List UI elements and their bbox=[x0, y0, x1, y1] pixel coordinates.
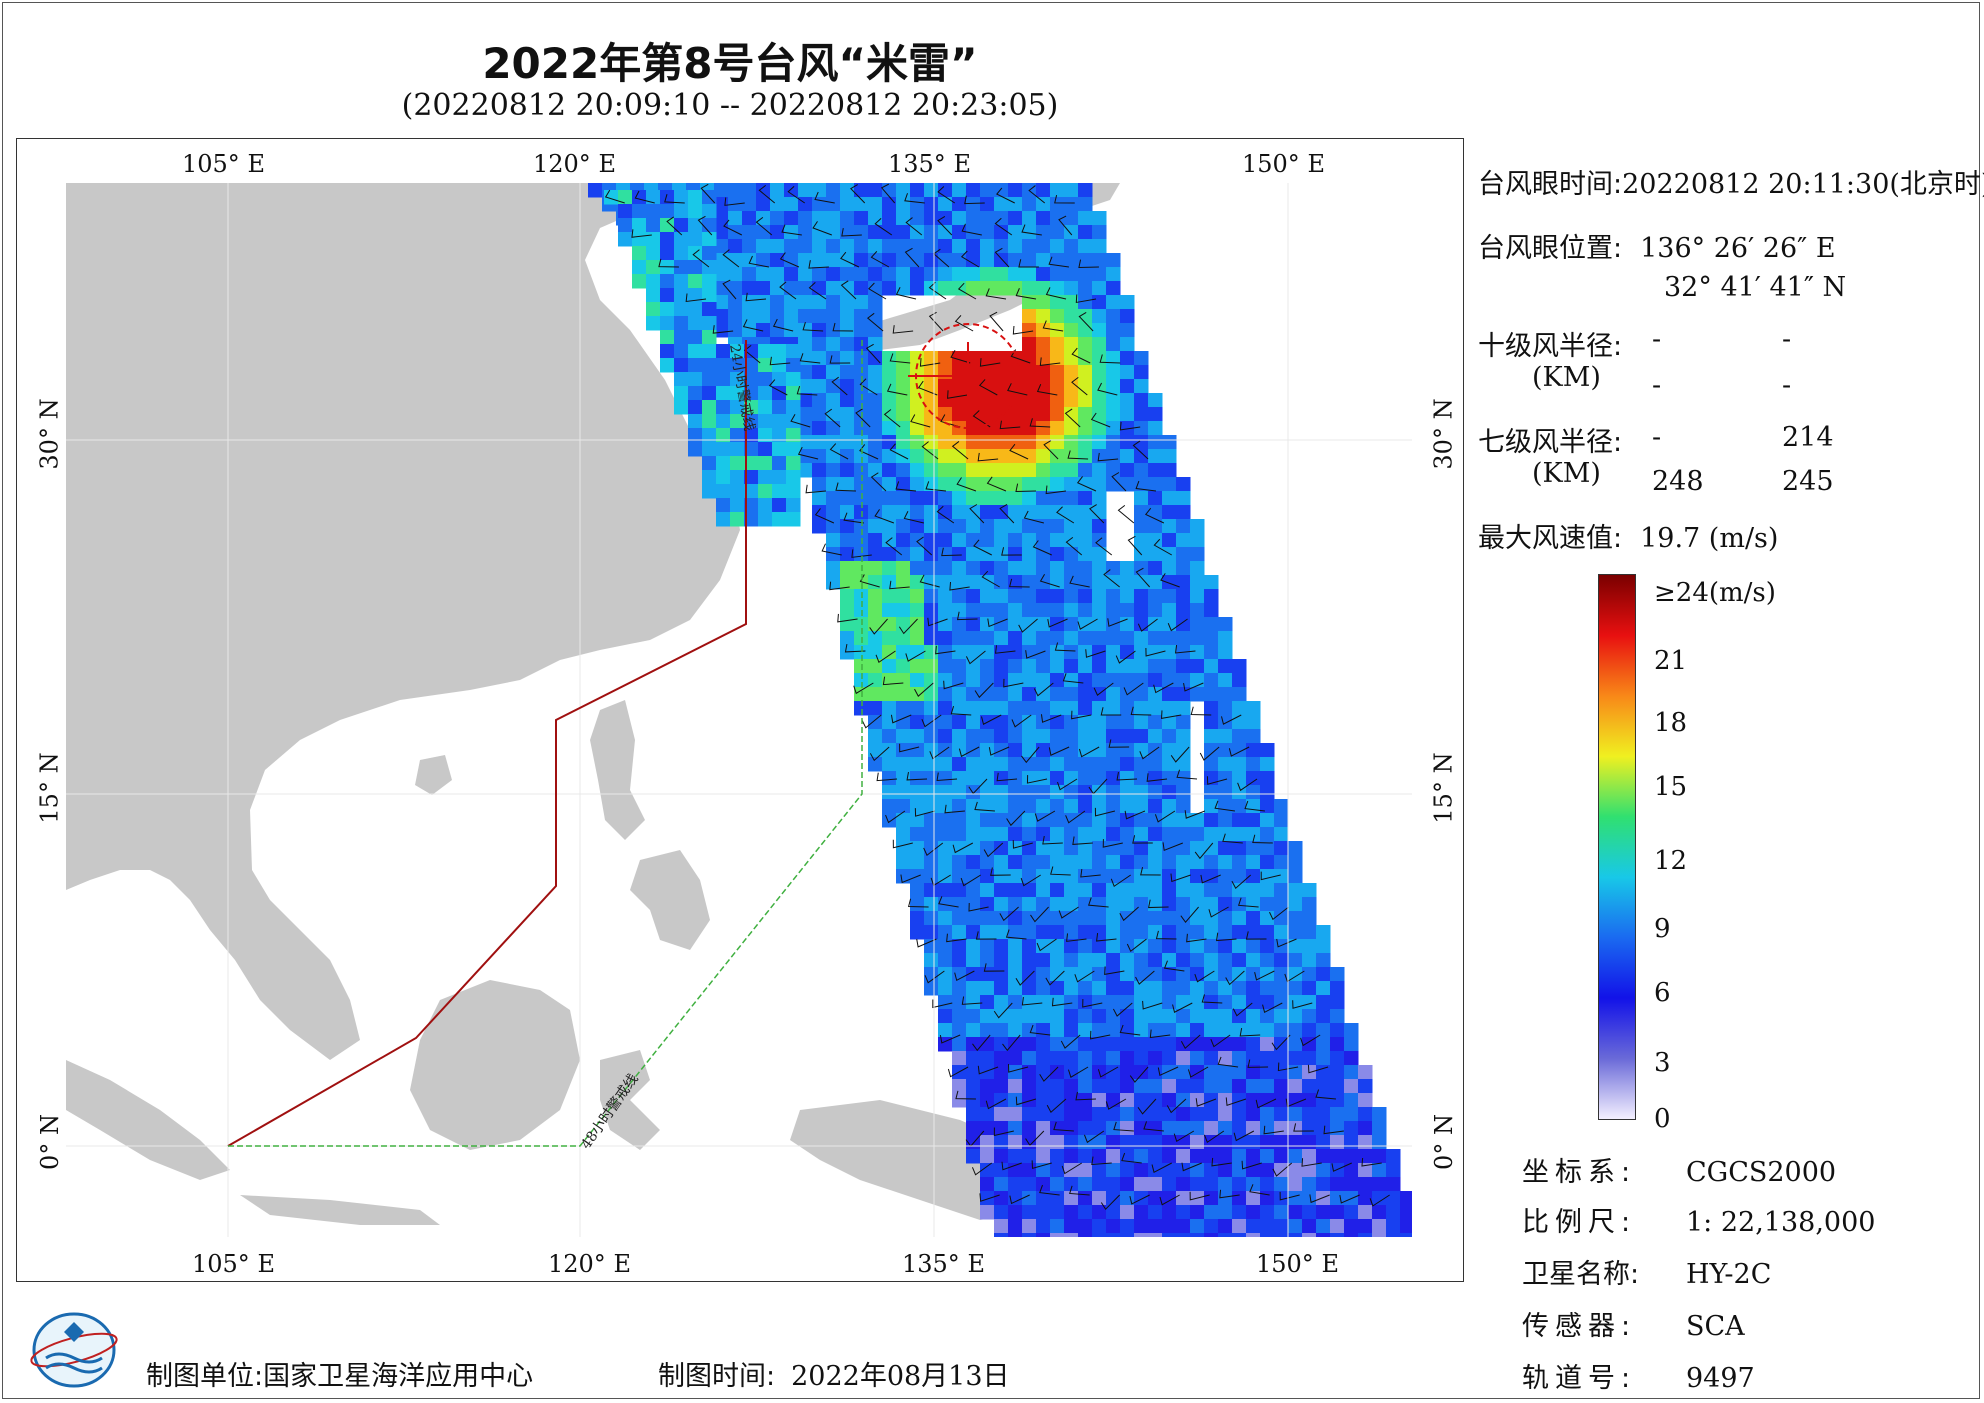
colorbar-label-21: 21 bbox=[1654, 646, 1688, 676]
wind-speed-colorbar bbox=[1598, 574, 1636, 1120]
graticule bbox=[66, 183, 1412, 1237]
luzon-landmass bbox=[590, 700, 645, 840]
meta-coord-system-value: CGCS2000 bbox=[1686, 1157, 1837, 1188]
lon-tick-bottom-105: 105° E bbox=[192, 1250, 275, 1278]
warning-line-48h bbox=[228, 340, 863, 1147]
footer-org: 制图单位:国家卫星海洋应用中心 bbox=[146, 1354, 533, 1393]
colorbar-label-0: 0 bbox=[1654, 1104, 1671, 1134]
max-wind-value: 19.7 (m/s) bbox=[1640, 523, 1779, 554]
meta-orbit-key: 轨道号: bbox=[1522, 1363, 1637, 1394]
borneo-landmass bbox=[410, 980, 580, 1150]
colorbar-label-15: 15 bbox=[1654, 772, 1688, 802]
meta-sensor-key: 传感器: bbox=[1522, 1311, 1637, 1342]
meta-orbit: 轨道号: 9497 bbox=[1522, 1356, 1755, 1395]
r7-value-nw: 245 bbox=[1782, 466, 1834, 497]
r7-km-label: (KM) bbox=[1532, 458, 1601, 489]
r10-value-sw: - bbox=[1652, 370, 1662, 401]
typhoon-eye-marker bbox=[908, 323, 1021, 429]
meta-scale: 比例尺: 1: 22,138,000 bbox=[1522, 1200, 1875, 1239]
eye-longitude: 136° 26′ 26″ E bbox=[1640, 233, 1836, 264]
lon-tick-bottom-120: 120° E bbox=[548, 1250, 631, 1278]
meta-satellite: 卫星名称: HY-2C bbox=[1522, 1252, 1771, 1291]
eye-position-label: 台风眼位置: bbox=[1478, 233, 1623, 264]
footer-org-value: 国家卫星海洋应用中心 bbox=[263, 1361, 534, 1392]
eye-position-row: 台风眼位置: 136° 26′ 26″ E bbox=[1478, 226, 1836, 265]
eye-time-row: 台风眼时间:20220812 20:11:30(北京时) bbox=[1478, 162, 1984, 201]
map-frame bbox=[16, 138, 1464, 1282]
meta-satellite-key: 卫星名称: bbox=[1522, 1259, 1640, 1290]
wind-barbs bbox=[604, 183, 1390, 1211]
max-wind-label: 最大风速值: bbox=[1478, 523, 1623, 554]
warning-line-24h bbox=[227, 340, 747, 1147]
r10-label: 十级风半径: bbox=[1478, 331, 1623, 362]
sumatra-landmass bbox=[66, 1060, 230, 1180]
footer-date-value: 2022年08月13日 bbox=[791, 1361, 1010, 1392]
nsoas-logo-icon bbox=[30, 1312, 118, 1388]
meta-scale-key: 比例尺: bbox=[1522, 1207, 1637, 1238]
lon-tick-bottom-135: 135° E bbox=[902, 1250, 985, 1278]
footer-date: 制图时间: 2022年08月13日 bbox=[658, 1354, 1010, 1393]
meta-orbit-value: 9497 bbox=[1686, 1363, 1755, 1394]
r10-value-se: - bbox=[1782, 324, 1792, 355]
meta-sensor: 传感器: SCA bbox=[1522, 1304, 1745, 1343]
footer-org-label: 制图单位: bbox=[146, 1361, 264, 1392]
lon-tick-top-135: 135° E bbox=[888, 150, 971, 178]
r10-km-label: (KM) bbox=[1532, 362, 1601, 393]
eye-time-value: 20220812 20:11:30(北京时) bbox=[1622, 169, 1984, 200]
r10-value-nw: - bbox=[1782, 370, 1792, 401]
lon-tick-top-150: 150° E bbox=[1242, 150, 1325, 178]
eye-time-label: 台风眼时间: bbox=[1478, 169, 1623, 200]
r7-value-se: 214 bbox=[1782, 422, 1834, 453]
time-range: (20220812 20:09:10 -- 20220812 20:23:05) bbox=[401, 88, 1059, 123]
colorbar-label-6: 6 bbox=[1654, 978, 1671, 1008]
r7-label: 七级风半径: bbox=[1478, 427, 1623, 458]
colorbar-label-24: ≥24(m/s) bbox=[1654, 578, 1776, 608]
wind-swath bbox=[588, 183, 1412, 1237]
java-landmass bbox=[240, 1195, 440, 1225]
meta-satellite-value: HY-2C bbox=[1686, 1259, 1772, 1290]
lon-tick-top-105: 105° E bbox=[182, 150, 265, 178]
meta-coord-system-key: 坐标系: bbox=[1522, 1157, 1637, 1188]
lon-tick-bottom-150: 150° E bbox=[1256, 1250, 1339, 1278]
meta-sensor-value: SCA bbox=[1686, 1311, 1745, 1342]
taiwan-landmass bbox=[605, 540, 640, 625]
page-title: 2022年第8号台风“米雷” bbox=[482, 39, 978, 88]
hainan-landmass bbox=[415, 755, 452, 795]
colorbar-label-3: 3 bbox=[1654, 1048, 1671, 1078]
asia-mainland-landmass bbox=[66, 183, 740, 1060]
meta-coord-system: 坐标系: CGCS2000 bbox=[1522, 1150, 1836, 1189]
r7-value-ne: - bbox=[1652, 422, 1662, 453]
meta-scale-value: 1: 22,138,000 bbox=[1686, 1207, 1876, 1238]
colorbar-label-12: 12 bbox=[1654, 846, 1688, 876]
eye-latitude: 32° 41′ 41″ N bbox=[1664, 272, 1847, 303]
sulawesi-landmass bbox=[600, 1050, 660, 1150]
footer-date-label: 制图时间: bbox=[658, 1361, 776, 1392]
r10-value-ne: - bbox=[1652, 324, 1662, 355]
colorbar-label-9: 9 bbox=[1654, 914, 1671, 944]
philippines-south-landmass bbox=[630, 850, 710, 950]
lon-tick-top-120: 120° E bbox=[533, 150, 616, 178]
r7-value-sw: 248 bbox=[1652, 466, 1704, 497]
max-wind-row: 最大风速值: 19.7 (m/s) bbox=[1478, 516, 1778, 555]
colorbar-label-18: 18 bbox=[1654, 708, 1688, 738]
